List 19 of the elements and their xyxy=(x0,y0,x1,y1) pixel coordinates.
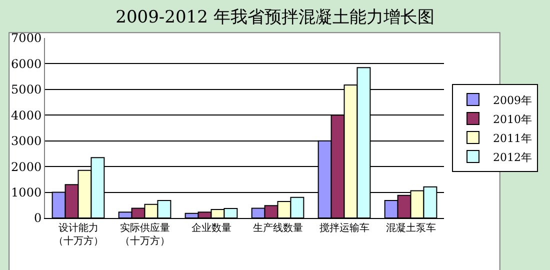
legend-label: 2011年 xyxy=(492,132,532,145)
y-tick-label: 7000 xyxy=(11,31,42,46)
legend-label: 2010年 xyxy=(492,112,532,126)
y-tick-label: 0 xyxy=(34,211,42,226)
y-tick-label: 6000 xyxy=(11,56,42,71)
x-tick-label: 实际供应量（十万方） xyxy=(120,222,170,247)
legend-label: 2012年 xyxy=(492,150,532,164)
chart-title: 2009-2012 年我省预拌混凝土能力增长图 xyxy=(116,8,434,28)
x-tick-label: 设计能力（十万方） xyxy=(53,222,104,247)
x-tick-label: 企业数量 xyxy=(191,222,232,234)
y-tick-label: 1000 xyxy=(11,185,42,200)
y-tick-label: 4000 xyxy=(11,108,42,122)
legend-label: 2009年 xyxy=(492,94,532,107)
y-tick-label: 5000 xyxy=(11,82,42,97)
x-tick-label: 混凝土泵车 xyxy=(386,222,436,234)
x-tick-label: 生产线数量 xyxy=(252,222,303,234)
y-tick-label: 2000 xyxy=(11,160,42,174)
y-tick-label: 3000 xyxy=(11,134,42,148)
x-tick-label: 搅拌运输车 xyxy=(319,222,370,234)
